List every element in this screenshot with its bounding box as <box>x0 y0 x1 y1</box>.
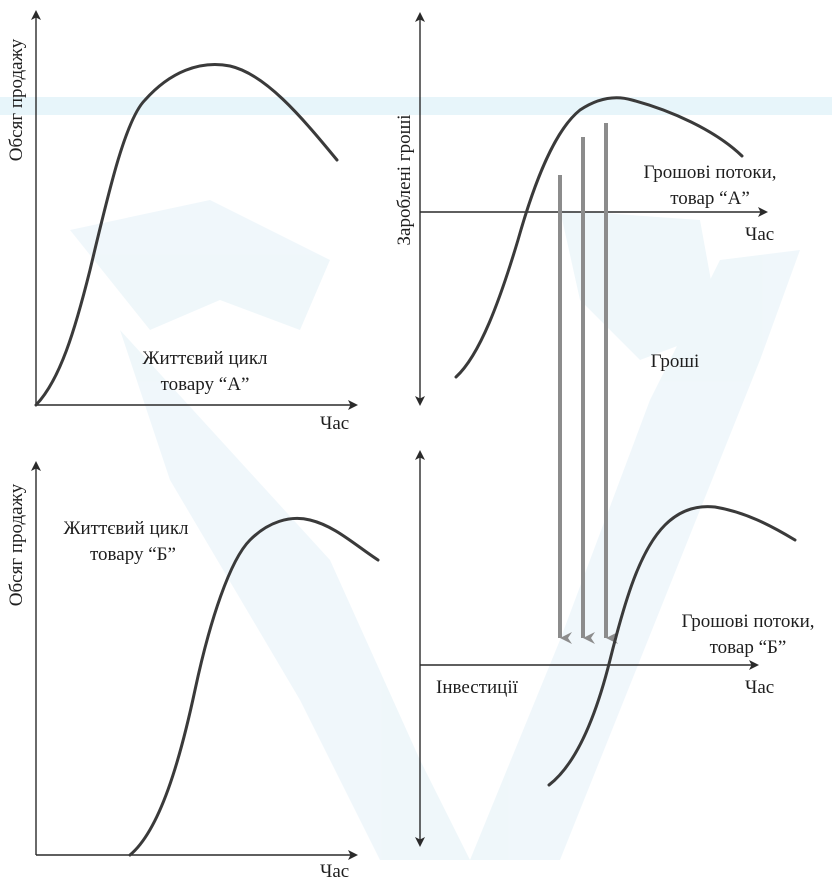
investment-label: Інвестиції <box>436 677 519 698</box>
life-cycle-curve-a <box>34 63 339 407</box>
money-label: Гроші <box>651 351 700 372</box>
life-cycle-curve-b <box>128 516 380 857</box>
flow-label-line1: Грошові потоки, <box>643 162 776 183</box>
watermark-band <box>0 97 832 115</box>
flow-label-line1: Грошові потоки, <box>681 611 814 632</box>
panel-cash-flow-a: Зароблені гроші Час Грошові потоки, това… <box>394 12 777 406</box>
curve-label-line1: Життєвий цикл <box>63 518 189 539</box>
x-axis-label: Час <box>320 861 349 880</box>
watermark-logo <box>0 97 832 860</box>
y-axis-label: Обсяг продажу <box>6 483 27 606</box>
y-axis-label: Зароблені гроші <box>394 115 415 246</box>
cash-flow-curve-b <box>547 505 797 787</box>
panel-product-b-life-cycle: Обсяг продажу Час Життєвий цикл товару “… <box>6 461 380 880</box>
x-axis-label: Час <box>745 677 774 698</box>
curve-label-line2: товару “Б” <box>90 544 176 565</box>
x-axis-label: Час <box>320 413 349 434</box>
y-axis-label: Обсяг продажу <box>6 38 27 161</box>
cash-flow-curve-a <box>454 96 744 379</box>
panel-product-a-life-cycle: Обсяг продажу Час Життєвий цикл товару “… <box>6 10 358 434</box>
money-flow-arrows <box>558 123 618 644</box>
flow-label-line2: товар “А” <box>670 188 750 209</box>
flow-label-line2: товар “Б” <box>710 637 787 658</box>
x-axis-label: Час <box>745 224 774 245</box>
panel-cash-flow-b: Час Грошові потоки, товар “Б” Інвестиції <box>415 450 815 847</box>
curve-label-line1: Життєвий цикл <box>142 348 268 369</box>
curve-label-line2: товару “А” <box>161 374 250 395</box>
